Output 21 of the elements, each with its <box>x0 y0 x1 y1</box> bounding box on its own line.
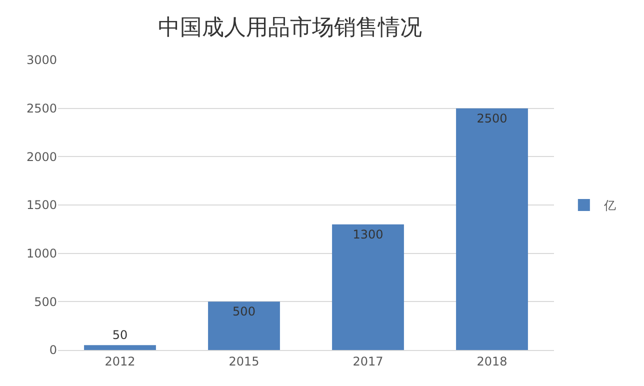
legend-label: 亿 <box>602 198 616 213</box>
y-tick-label: 500 <box>34 294 57 309</box>
y-tick-label: 1500 <box>26 198 57 212</box>
chart-title: 中国成人用品市场销售情况 <box>158 16 422 41</box>
y-tick-label: 1000 <box>26 246 57 261</box>
y-tick-label: 2500 <box>26 102 57 116</box>
data-label: 1300 <box>352 227 384 242</box>
x-tick-label: 2012 <box>104 354 136 368</box>
x-tick-label: 2015 <box>228 354 260 368</box>
y-tick-label: 0 <box>49 343 57 358</box>
x-tick-label: 2018 <box>476 354 508 368</box>
data-label: 500 <box>232 304 256 319</box>
bar <box>456 108 528 350</box>
bar <box>208 302 280 350</box>
x-tick-label: 2017 <box>352 354 384 368</box>
y-tick-label: 3000 <box>26 53 57 68</box>
bar <box>332 224 404 350</box>
data-label: 2500 <box>476 111 508 126</box>
bar <box>84 345 156 350</box>
y-tick-label: 2000 <box>26 150 57 164</box>
data-label: 50 <box>112 328 128 342</box>
